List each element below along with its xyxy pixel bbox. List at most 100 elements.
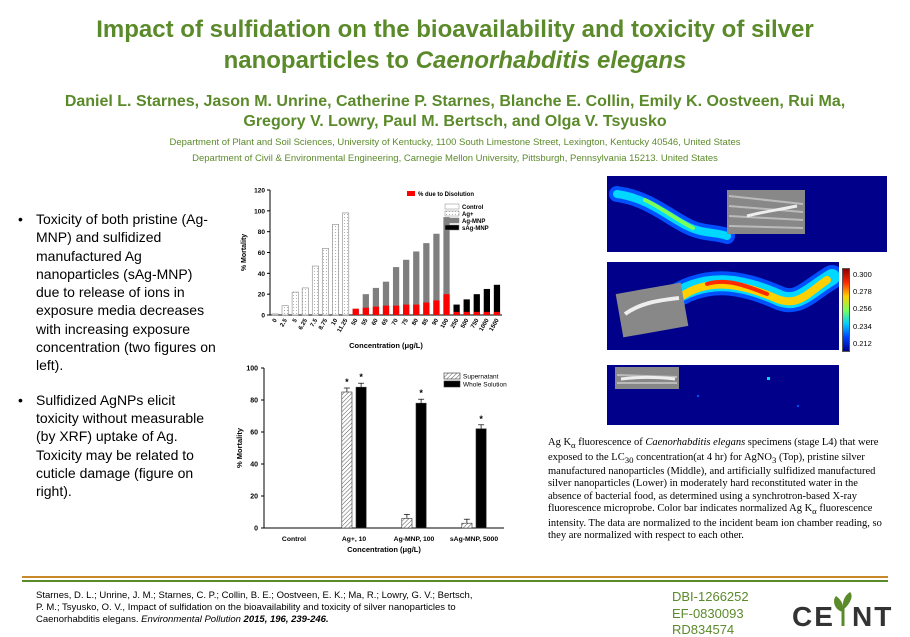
- c1-x-tick-label: 0: [272, 317, 279, 323]
- c2-legend-swatch: [443, 372, 461, 380]
- c1-legend-swatch: [444, 203, 460, 210]
- c1-legend-swatch: [444, 224, 460, 231]
- c1-x-tick-label: 750: [470, 317, 481, 329]
- c1-legend-label: sAg-MNP: [462, 226, 489, 232]
- c1-x-tick-label: 8.75: [318, 317, 329, 331]
- affiliation-2: Department of Civil & Environmental Engi…: [192, 153, 718, 164]
- xrf-image-ag-mnp: [607, 262, 839, 350]
- color-bar-ticks: 0.300 0.278 0.256 0.234 0.212: [853, 270, 872, 348]
- c2-significance-star: *: [359, 372, 363, 382]
- c1-dissolution-bar: [372, 306, 380, 315]
- c1-x-tick-label: 6.25: [298, 317, 309, 331]
- c1-dissolution-bar: [413, 304, 420, 315]
- affiliation-1: Department of Plant and Soil Sciences, U…: [169, 137, 741, 148]
- c1-x-tick-label: 50: [351, 317, 360, 326]
- c1-x-tick-label: 100: [440, 317, 451, 329]
- c1-bar: [342, 212, 350, 316]
- color-bar: [842, 268, 850, 352]
- c1-y-tick-label: 20: [258, 292, 266, 299]
- title-line-2: nanoparticles to Caenorhabditis elegans: [223, 47, 687, 74]
- svg-text:NT: NT: [852, 601, 893, 632]
- c1-y-tick-label: 40: [258, 271, 266, 278]
- c2-bar: [461, 522, 473, 529]
- c1-x-tick-label: 10: [331, 317, 340, 326]
- author-list: Daniel L. Starnes, Jason M. Unrine, Cath…: [64, 93, 846, 130]
- bullet-item: • Toxicity of both pristine (Ag-MNP) and …: [18, 211, 216, 374]
- c1-y-label: % Mortality: [241, 234, 248, 271]
- c1-dissolution-bar: [392, 305, 400, 315]
- c1-bar: [322, 248, 329, 316]
- c1-bar: [281, 305, 289, 316]
- c1-y-tick-label: 0: [261, 313, 265, 320]
- c1-x-tick-label: 250: [450, 317, 461, 329]
- c2-y-tick-label: 100: [246, 366, 258, 373]
- grant-numbers: DBI-1266252 EF-0830093 RD834574: [672, 589, 749, 637]
- c1-bar: [463, 299, 470, 315]
- c1-dissolution-bar: [403, 304, 410, 315]
- c1-x-tick-label: 5: [292, 317, 299, 323]
- chart2-plot: 0 20 40 60 80 100 % Mortality Control * * Ag+, 10 *…: [235, 366, 507, 555]
- c1-bar: [473, 294, 480, 315]
- figure-caption: Ag Kα fluorescence of Caenorhabditis ele…: [548, 437, 882, 542]
- c1-x-tick-label: 80: [411, 317, 420, 326]
- c2-x-tick-label: Ag+, 10: [342, 536, 367, 543]
- c1-x-tick-label: 75: [401, 317, 410, 326]
- c2-significance-star: *: [479, 414, 483, 424]
- divider-orange: [22, 576, 888, 578]
- xrf-image-sag-mnp: [607, 365, 839, 425]
- c1-y-tick-label: 100: [254, 208, 265, 215]
- c1-legend-swatch: [444, 210, 460, 217]
- c1-dissolution-bar: [433, 300, 440, 315]
- c1-bar: [271, 313, 279, 316]
- c1-dissolution-bar: [463, 311, 470, 315]
- c2-y-label: % Mortality: [235, 427, 244, 468]
- c1-legend-swatch: [407, 191, 415, 196]
- c1-bar: [362, 294, 369, 315]
- c2-y-tick-label: 20: [250, 494, 258, 501]
- c1-y-tick-label: 120: [254, 188, 265, 195]
- c1-dissolution-bar: [352, 308, 359, 315]
- c1-bar: [493, 284, 501, 315]
- c1-x-tick-label: 90: [432, 317, 441, 326]
- c1-legend-label: Ag-MNP: [462, 219, 485, 225]
- c2-significance-star: *: [419, 388, 423, 398]
- ceint-logo: CE NT: [790, 588, 900, 633]
- c1-dissolution-bar: [362, 307, 369, 315]
- c2-bar: [341, 391, 353, 529]
- c2-legend-label: Supernatant: [463, 374, 499, 381]
- c1-dissolution-bar: [382, 305, 390, 315]
- c1-x-tick-label: 7.5: [310, 317, 320, 328]
- c1-y-tick-label: 60: [258, 250, 266, 257]
- citation: Starnes, D. L.; Unrine, J. M.; Starnes, …: [36, 590, 473, 625]
- supernatant-chart: 0 20 40 60 80 100 % Mortality Control * * Ag+, 10 *…: [235, 366, 507, 555]
- c2-bar: [415, 402, 427, 529]
- c1-bar: [453, 304, 460, 315]
- c2-legend-swatch: [443, 380, 461, 388]
- c1-x-tick-label: 2.5: [279, 317, 289, 328]
- c1-dissolution-bar: [473, 311, 480, 315]
- c1-bar: [311, 265, 319, 316]
- xrf-image-agno3: [607, 176, 887, 252]
- c1-bar: [403, 259, 410, 315]
- c1-bar: [332, 224, 339, 316]
- c1-x-tick-label: 55: [361, 317, 370, 326]
- svg-text:CE: CE: [792, 601, 835, 632]
- c2-bar: [401, 518, 413, 529]
- c1-bar: [423, 243, 430, 315]
- c1-bar: [433, 233, 440, 315]
- c1-legend-label: Ag+: [462, 212, 474, 218]
- c1-x-tick-label: 1500: [489, 317, 501, 332]
- c1-dissolution-bar: [423, 302, 430, 315]
- c2-y-tick-label: 40: [250, 462, 258, 469]
- c2-bar: [475, 428, 487, 529]
- poster-title: Impact of sulfidation on the bioavailabi…: [20, 14, 890, 76]
- c1-legend-swatch: [444, 217, 460, 224]
- c2-y-tick-label: 60: [250, 430, 258, 437]
- c2-bar: [355, 386, 367, 529]
- c2-y-tick-label: 80: [250, 398, 258, 405]
- c1-bar: [372, 287, 380, 315]
- c2-x-tick-label: Ag-MNP, 100: [394, 536, 435, 543]
- c2-x-tick-label: sAg-MNP, 5000: [450, 536, 498, 543]
- c1-x-tick-label: 11.25: [337, 317, 350, 333]
